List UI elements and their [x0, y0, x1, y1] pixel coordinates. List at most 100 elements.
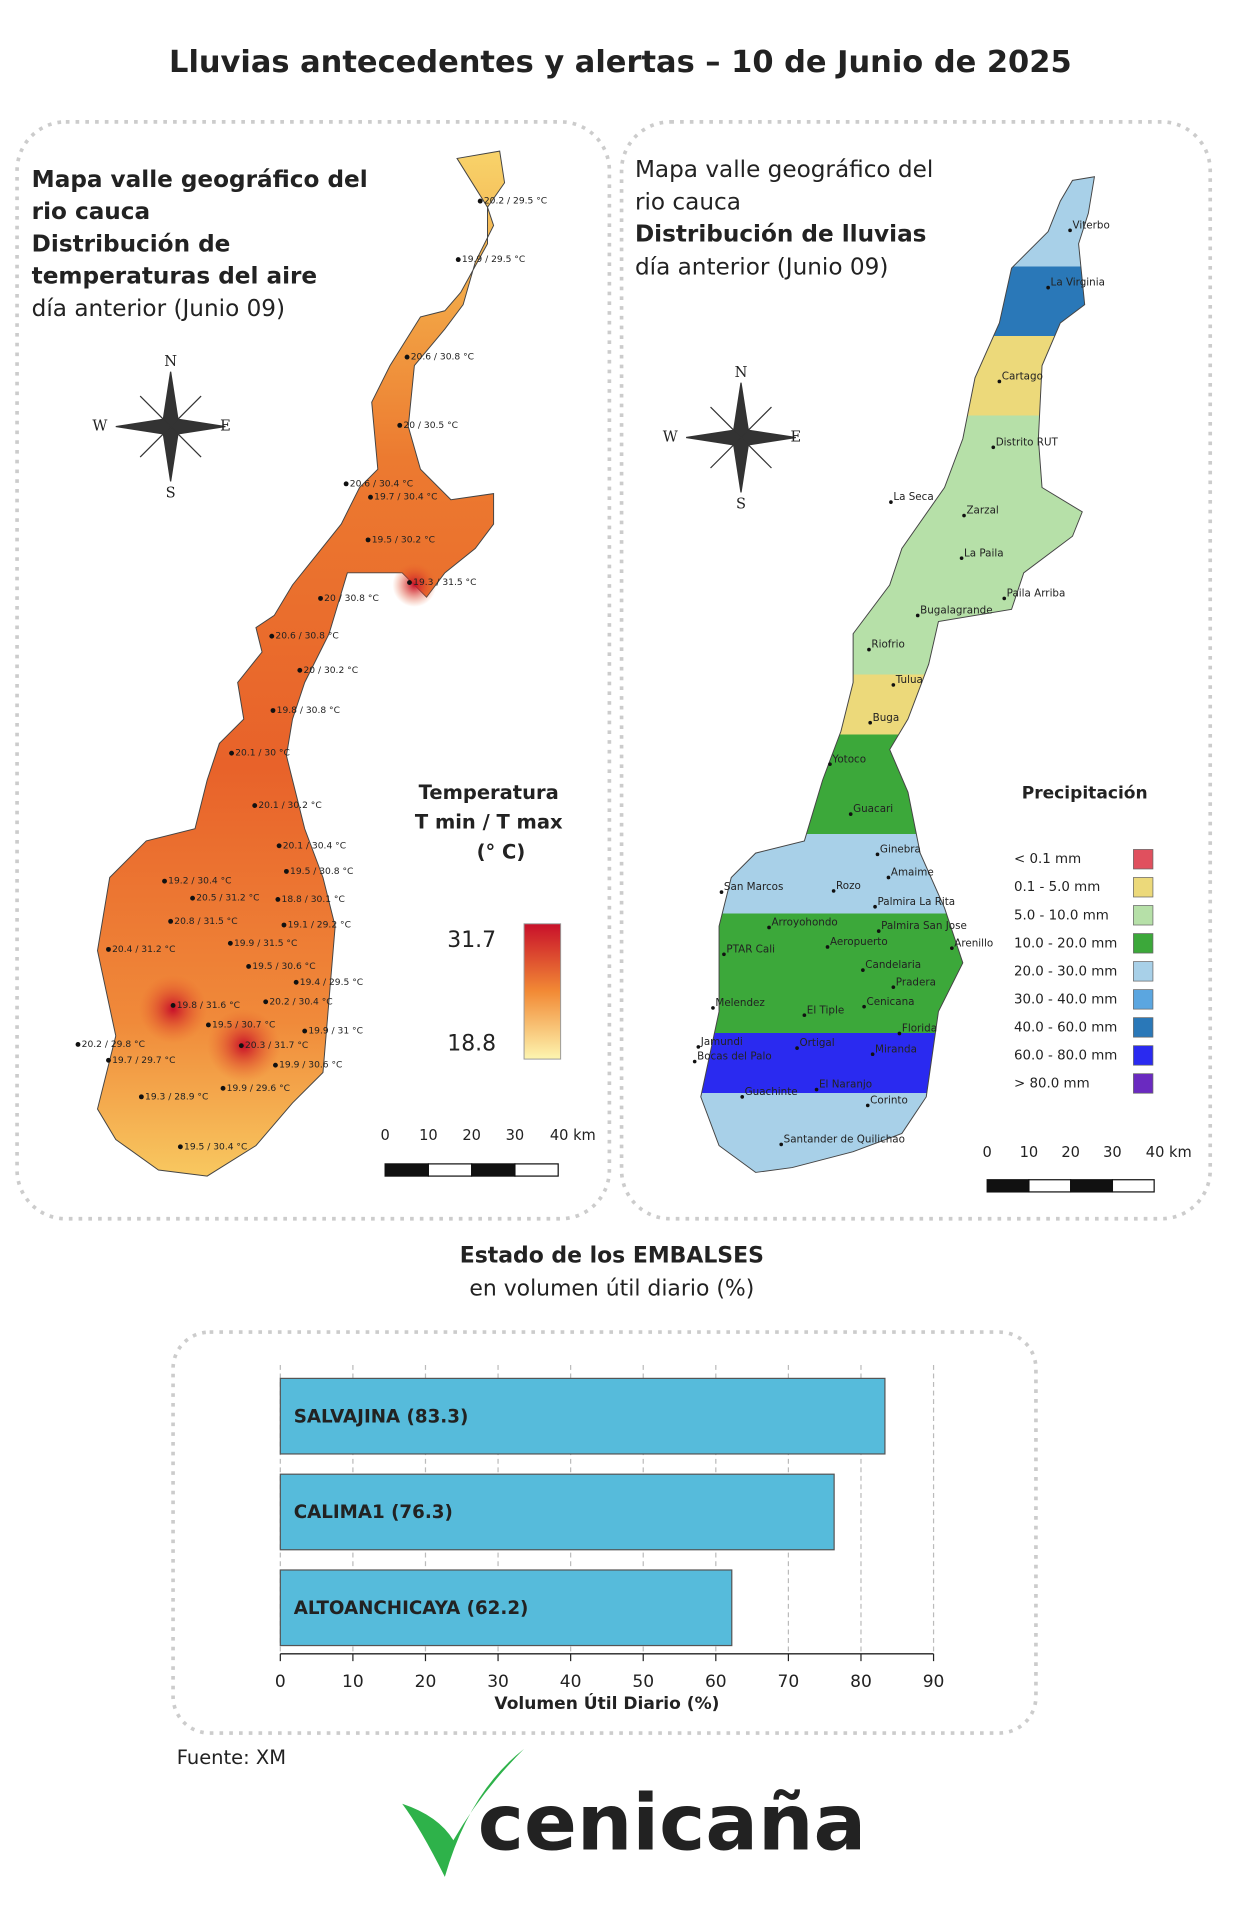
legend-label: 30.0 - 40.0 mm: [1014, 992, 1117, 1007]
station-label: 19.7 / 29.7 °C: [112, 1056, 175, 1066]
scale-label: 20: [1061, 1144, 1080, 1161]
place-label: Viterbo: [1072, 219, 1109, 231]
station-label: 20 / 30.8 °C: [324, 594, 379, 604]
map-heading: Distribución de lluvias: [635, 222, 927, 248]
place-dot: [959, 556, 964, 561]
place-label: Riofrio: [871, 639, 905, 651]
place-dot: [767, 925, 771, 930]
station-dot: [407, 580, 412, 585]
scale-bar: [986, 1179, 1030, 1193]
place-label: Bugalagrande: [920, 605, 992, 617]
station-dot: [220, 1085, 226, 1091]
place-label: Bocas del Palo: [697, 1051, 772, 1063]
panel: [15, 120, 612, 1221]
station-dot: [227, 940, 233, 946]
place-dot: [828, 762, 832, 766]
place-label: Guacari: [853, 803, 893, 815]
place-dot: [814, 1087, 819, 1092]
place-label: Buga: [873, 712, 900, 724]
x-axis-label: Volumen Útil Diario (%): [494, 1692, 719, 1714]
section-title: Estado de los EMBALSES: [460, 1244, 764, 1269]
station-dot: [275, 896, 281, 902]
place-dot: [870, 1052, 875, 1057]
station-label: 19.4 / 29.5 °C: [300, 978, 363, 988]
station-dot: [162, 878, 167, 884]
legend-max: 31.7: [447, 928, 496, 953]
map-heading: Distribución de: [32, 231, 231, 257]
compass-letter: W: [92, 418, 107, 435]
place-label: Paila Arriba: [1007, 588, 1066, 600]
place-dot: [997, 379, 1002, 384]
scale-label: 20: [462, 1127, 481, 1144]
scale-bar: [427, 1163, 473, 1177]
place-label: Cenicana: [867, 996, 915, 1008]
color-bar: [523, 923, 562, 1060]
legend-label: > 80.0 mm: [1014, 1076, 1090, 1091]
place-dot: [861, 968, 865, 972]
temperature-map: [96, 150, 506, 1177]
station-label: 20.6 / 30.4 °C: [350, 479, 413, 489]
place-dot: [897, 1031, 902, 1036]
x-tick-label: 60: [705, 1672, 727, 1692]
place-label: Tulua: [895, 674, 923, 686]
legend-title: Temperatura: [419, 781, 559, 804]
place-dot: [862, 1004, 866, 1009]
place-label: Miranda: [875, 1043, 917, 1055]
place-dot: [991, 445, 996, 450]
compass-letter: N: [735, 364, 748, 381]
place-label: Yotoco: [831, 753, 866, 765]
scale-label: 40 km: [550, 1127, 596, 1144]
legend-label: 5.0 - 10.0 mm: [1014, 908, 1109, 923]
station-dot: [229, 750, 235, 756]
station-label: 20.6 / 30.8 °C: [411, 353, 474, 363]
station-dot: [281, 922, 287, 928]
station-label: 19.5 / 30.8 °C: [290, 867, 353, 877]
section-subtitle: en volumen útil diario (%): [469, 1276, 754, 1301]
station-dot: [368, 494, 373, 500]
legend-swatch: [1133, 933, 1154, 954]
place-dot: [711, 1006, 715, 1010]
legend-swatch: [1133, 961, 1154, 982]
station-dot: [177, 1144, 183, 1150]
place-label: Guachinte: [745, 1086, 798, 1098]
scale-label: 30: [506, 1127, 525, 1144]
x-tick-label: 70: [778, 1672, 800, 1692]
place-dot: [1068, 228, 1072, 233]
station-label: 20.2 / 29.5 °C: [484, 197, 547, 207]
place-label: Ortigal: [799, 1037, 834, 1049]
place-dot: [865, 1103, 870, 1108]
place-label: Corinto: [870, 1095, 908, 1107]
value-label: SALVAJINA (83.3): [294, 1406, 469, 1427]
compass-letter: W: [663, 429, 678, 446]
legend-min: 18.8: [447, 1031, 496, 1056]
station-dot: [269, 633, 275, 639]
x-tick-label: 30: [487, 1672, 509, 1692]
place-dot: [779, 1142, 784, 1147]
place-label: Candelaria: [865, 959, 921, 971]
map-heading: temperaturas del aire: [32, 264, 317, 290]
compass-letter: S: [166, 485, 176, 502]
scale-bar: [514, 1163, 559, 1177]
logo: cenicaña: [478, 1779, 866, 1869]
station-dot: [293, 979, 299, 985]
legend-title: (° C): [477, 841, 526, 864]
station-label: 20.1 / 30 °C: [235, 749, 290, 759]
place-label: Amaime: [891, 867, 934, 879]
place-label: El Naranjo: [819, 1079, 872, 1091]
station-dot: [106, 1057, 111, 1063]
place-dot: [740, 1095, 745, 1099]
legend-label: 20.0 - 30.0 mm: [1014, 964, 1117, 979]
place-dot: [891, 985, 896, 990]
value-label: CALIMA1 (76.3): [294, 1502, 453, 1523]
station-label: 19.5 / 30.7 °C: [212, 1020, 275, 1030]
place-dot: [1002, 596, 1007, 601]
compass-letter: E: [791, 429, 802, 446]
legend-label: < 0.1 mm: [1014, 852, 1081, 867]
map-subheading: día anterior (Junio 09): [32, 296, 285, 322]
station-label: 19.8 / 30.8 °C: [277, 706, 340, 716]
x-tick-label: 10: [342, 1672, 364, 1692]
compass-rose: [686, 382, 796, 493]
station-label: 19.9 / 29.6 °C: [227, 1084, 290, 1094]
legend-swatch: [1133, 877, 1154, 898]
scale-label: 30: [1103, 1144, 1122, 1161]
